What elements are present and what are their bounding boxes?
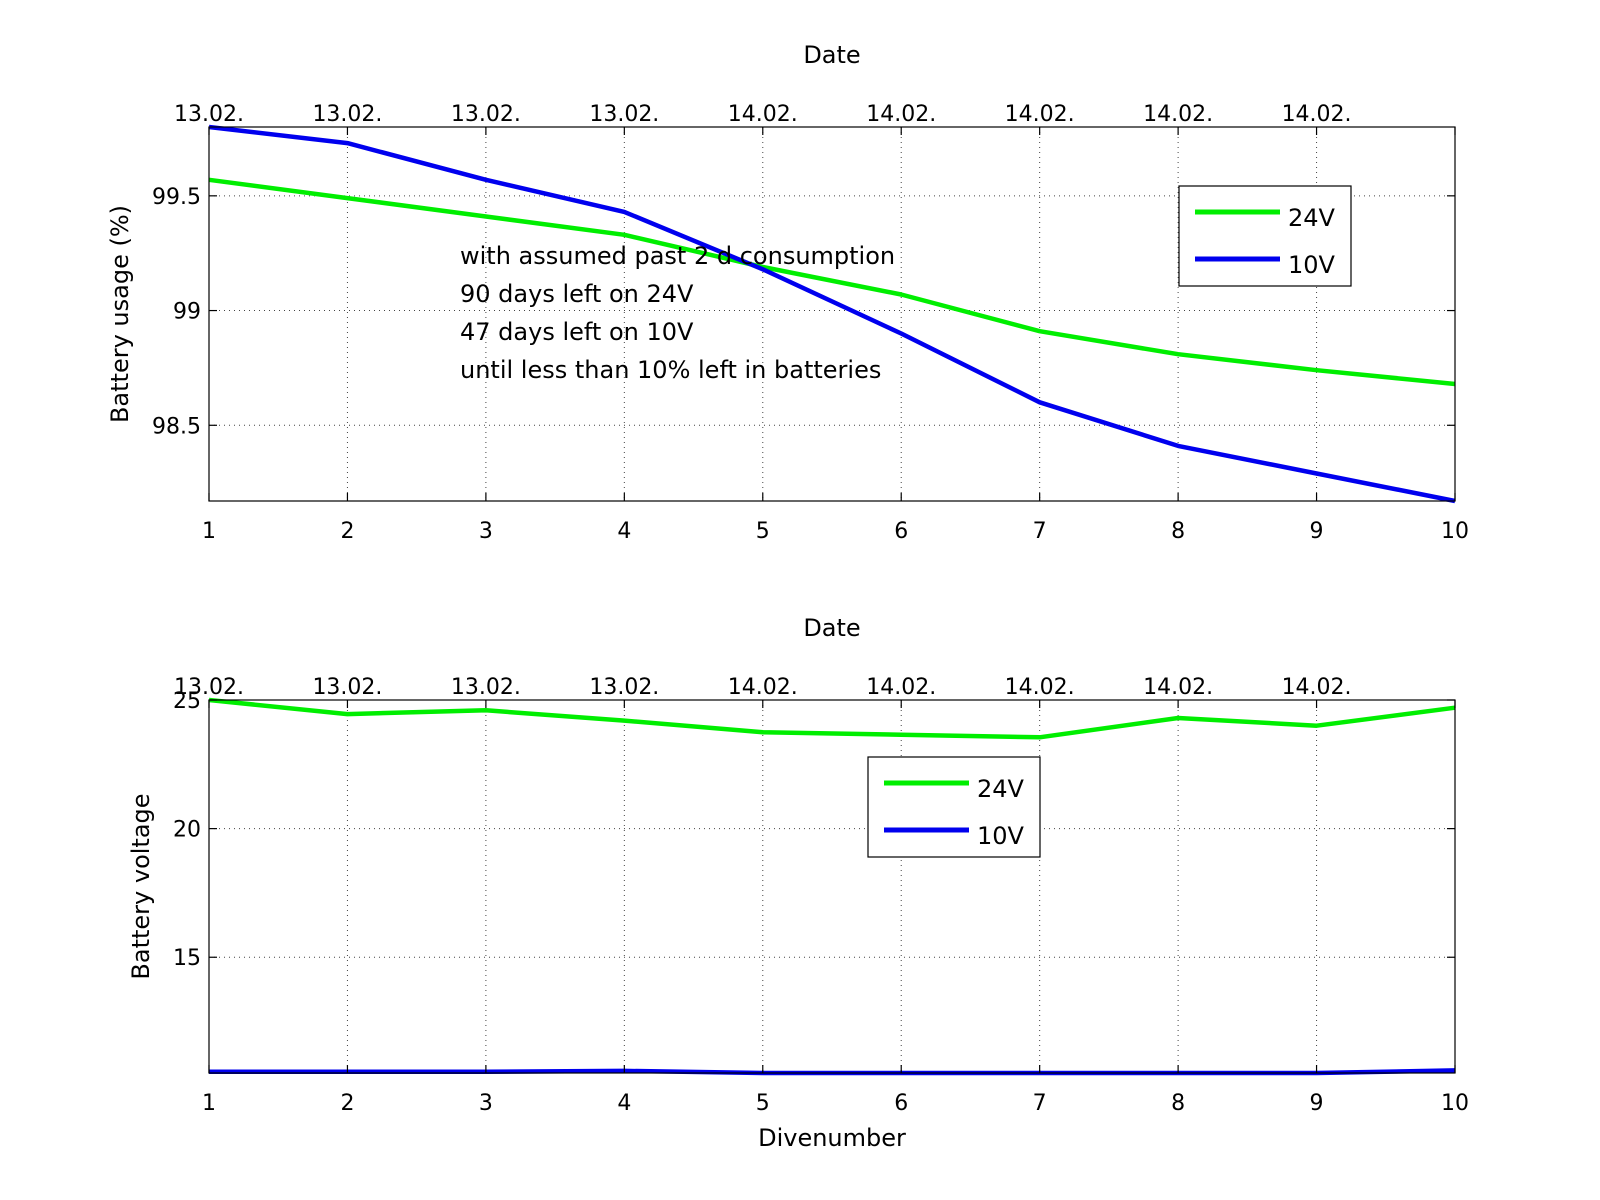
annotation-line: 90 days left on 24V: [460, 280, 694, 308]
x-axis-label: Divenumber: [758, 1124, 906, 1152]
x-tick-label: 1: [202, 519, 216, 544]
legend-label-10v: 10V: [1288, 251, 1336, 279]
battery-usage-subplot: 1 2 3 4 5 6 7 8 9 10 13.02. 13.02. 13.02. 13.02. 14.02…: [106, 41, 1469, 544]
y-tick-label: 25: [173, 689, 201, 714]
y-tick-label: 15: [173, 946, 201, 971]
series-line-24v: [208, 177, 1456, 387]
top-tick-label: 13.02.: [174, 675, 244, 700]
y-axis-label: Battery usage (%): [106, 205, 134, 423]
legend-box: [867, 756, 1041, 858]
top-axis-label: Date: [803, 614, 860, 642]
x-tick-label: 3: [479, 519, 493, 544]
annotation-block: with assumed past 2 d consumption 90 day…: [460, 242, 895, 384]
legend-label-10v: 10V: [977, 822, 1025, 850]
legend: 24V 10V: [867, 756, 1041, 858]
annotation-line: 47 days left on 10V: [460, 318, 694, 346]
plot-frame: [208, 126, 1456, 502]
top-tick-label: 14.02.: [1282, 675, 1352, 700]
plot-frame: [208, 699, 1456, 1074]
top-tick-label: 13.02.: [589, 675, 659, 700]
legend-box: [1178, 185, 1352, 287]
top-tick-label: 14.02.: [1143, 102, 1213, 127]
annotation-line: with assumed past 2 d consumption: [460, 242, 895, 270]
top-tick-label: 14.02.: [866, 675, 936, 700]
x-tick-label: 1: [202, 1091, 216, 1116]
top-tick-label: 14.02.: [728, 675, 798, 700]
x-tick-label: 9: [1310, 519, 1324, 544]
top-tick-label: 13.02.: [451, 675, 521, 700]
legend-label-24v: 24V: [977, 775, 1025, 803]
top-axis-label: Date: [803, 41, 860, 69]
top-tick-label: 14.02.: [728, 102, 798, 127]
top-tick-label: 14.02.: [1005, 675, 1075, 700]
top-tick-label: 13.02.: [451, 102, 521, 127]
y-axis-label: Battery voltage: [127, 793, 155, 979]
series-line-10v: [208, 124, 1456, 504]
x-tick-label: 4: [617, 519, 631, 544]
series-line-24v: [208, 697, 1456, 740]
x-tick-label: 7: [1033, 1091, 1047, 1116]
x-tick-label: 8: [1171, 519, 1185, 544]
top-tick-label: 13.02.: [312, 102, 382, 127]
annotation-line: until less than 10% left in batteries: [460, 356, 881, 384]
top-tick-label: 13.02.: [589, 102, 659, 127]
x-tick-label: 5: [756, 519, 770, 544]
y-tick-label: 99: [173, 300, 201, 325]
x-tick-label: 2: [340, 1091, 354, 1116]
battery-voltage-subplot: 1 2 3 4 5 6 7 8 9 10 13.02. 13.02. 13.02. 13.02. 14.02…: [127, 614, 1469, 1152]
x-tick-label: 10: [1441, 519, 1469, 544]
y-tick-label: 99.5: [152, 185, 201, 210]
x-tick-label: 6: [894, 519, 908, 544]
x-tick-label: 5: [756, 1091, 770, 1116]
top-tick-label: 14.02.: [1282, 102, 1352, 127]
top-tick-label: 14.02.: [1005, 102, 1075, 127]
top-tick-label: 13.02.: [312, 675, 382, 700]
x-tick-label: 7: [1033, 519, 1047, 544]
y-tick-label: 98.5: [152, 414, 201, 439]
y-tick-label: 20: [173, 818, 201, 843]
x-tick-label: 9: [1310, 1091, 1324, 1116]
legend: 24V 10V: [1178, 185, 1352, 287]
x-tick-label: 4: [617, 1091, 631, 1116]
x-tick-label: 6: [894, 1091, 908, 1116]
x-tick-label: 8: [1171, 1091, 1185, 1116]
x-tick-label: 3: [479, 1091, 493, 1116]
legend-label-24v: 24V: [1288, 204, 1336, 232]
top-tick-label: 14.02.: [1143, 675, 1213, 700]
top-tick-label: 13.02.: [174, 102, 244, 127]
x-tick-label: 10: [1441, 1091, 1469, 1116]
x-tick-label: 2: [340, 519, 354, 544]
top-tick-label: 14.02.: [866, 102, 936, 127]
